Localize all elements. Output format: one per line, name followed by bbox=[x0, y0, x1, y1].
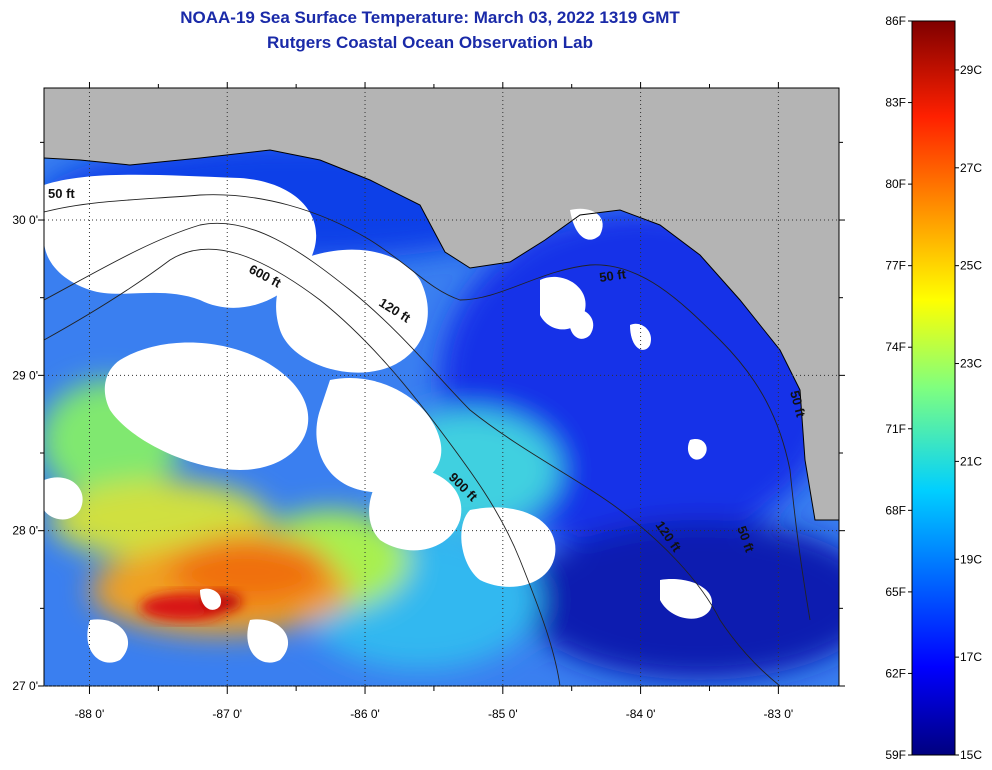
colorbar-f-label: 74F bbox=[885, 340, 906, 354]
lon-label: -85 0' bbox=[488, 707, 518, 721]
colorbar-f-label: 65F bbox=[885, 585, 906, 599]
contour-label-50ft-coast: 50 ft bbox=[787, 389, 809, 419]
colorbar-f-label: 80F bbox=[885, 177, 906, 191]
lon-label: -83 0' bbox=[764, 707, 794, 721]
graticule bbox=[44, 88, 839, 687]
colorbar-f-label: 62F bbox=[885, 666, 906, 680]
sst-field bbox=[44, 88, 839, 686]
lat-label: 28 0' bbox=[12, 524, 38, 538]
lon-label: -88 0' bbox=[75, 707, 105, 721]
lon-label: -84 0' bbox=[626, 707, 656, 721]
colorbar-c-label: 25C bbox=[960, 259, 982, 273]
colorbar-f-label: 59F bbox=[885, 748, 906, 762]
lat-label: 30 0' bbox=[12, 213, 38, 227]
colorbar-f-label: 83F bbox=[885, 96, 906, 110]
colorbar-f-label: 77F bbox=[885, 259, 906, 273]
chart-subtitle: Rutgers Coastal Ocean Observation Lab bbox=[267, 33, 593, 52]
contour-label-50ft-west: 50 ft bbox=[48, 186, 75, 201]
colorbar-c-label: 29C bbox=[960, 63, 982, 77]
lon-label: -87 0' bbox=[212, 707, 242, 721]
axis-ticks bbox=[38, 82, 845, 694]
axis-labels: -88 0' -87 0' -86 0' -85 0' -84 0' -83 0' 30 0… bbox=[12, 213, 793, 721]
colorbar-f-label: 71F bbox=[885, 422, 906, 436]
colorbar-c-label: 17C bbox=[960, 650, 982, 664]
contour-label-50ft-big-bend: 50 ft bbox=[598, 266, 627, 285]
chart-title: NOAA-19 Sea Surface Temperature: March 0… bbox=[180, 8, 680, 27]
map-frame bbox=[43, 87, 840, 687]
bathymetry-contours bbox=[44, 194, 811, 686]
colorbar-c-label: 23C bbox=[960, 357, 982, 371]
colorbar-c-label: 19C bbox=[960, 552, 982, 566]
colorbar-f-label: 86F bbox=[885, 14, 906, 28]
colorbar bbox=[911, 20, 956, 756]
cloud-cover bbox=[44, 174, 712, 663]
colorbar-labels: 86F 83F 80F 77F 74F 71F 68F 65F 62F 59F 29C 27C 25C 2… bbox=[885, 14, 982, 762]
lat-label: 29 0' bbox=[12, 368, 38, 382]
colorbar-c-label: 27C bbox=[960, 161, 982, 175]
colorbar-c-label: 15C bbox=[960, 748, 982, 762]
colorbar-ticks bbox=[908, 20, 959, 756]
lat-label: 27 0' bbox=[12, 679, 38, 693]
colorbar-c-label: 21C bbox=[960, 454, 982, 468]
colorbar-f-label: 68F bbox=[885, 503, 906, 517]
lon-label: -86 0' bbox=[350, 707, 380, 721]
